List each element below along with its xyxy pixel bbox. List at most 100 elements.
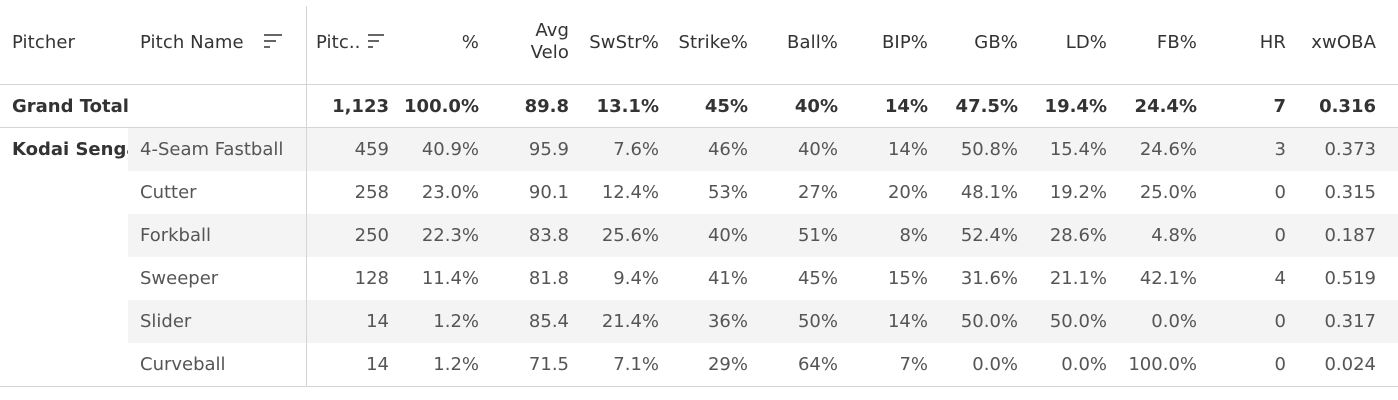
hr-cell: 0 bbox=[1274, 225, 1286, 246]
bip-cell: 7% bbox=[899, 354, 928, 375]
swstr-cell: 7.1% bbox=[613, 354, 659, 375]
pitch-name-cell: 4-Seam Fastball bbox=[140, 139, 284, 160]
ld-cell: 50.0% bbox=[1049, 311, 1107, 332]
header-ld-label: LD% bbox=[1065, 31, 1107, 53]
bip-cell: 14% bbox=[887, 139, 928, 160]
hr-cell: 0 bbox=[1274, 354, 1286, 375]
ld-cell: 28.6% bbox=[1049, 225, 1107, 246]
ball-cell: 40% bbox=[797, 139, 838, 160]
table-header: Pitcher Pitch Name Pitc.. % Avg Velo S bbox=[0, 0, 1398, 85]
grand-total-gb: 47.5% bbox=[955, 95, 1018, 117]
ld-cell: 21.1% bbox=[1049, 268, 1107, 289]
pct-cell: 40.9% bbox=[421, 139, 479, 160]
header-swstr[interactable]: SwStr% bbox=[575, 0, 659, 84]
header-bip-label: BIP% bbox=[881, 31, 928, 53]
header-avg-velo-label: Avg Velo bbox=[530, 20, 569, 63]
header-pitches-label: Pitc.. bbox=[316, 31, 361, 53]
header-hr[interactable]: HR bbox=[1205, 0, 1286, 84]
pct-cell: 22.3% bbox=[421, 225, 479, 246]
header-swstr-label: SwStr% bbox=[589, 31, 659, 53]
header-ld[interactable]: LD% bbox=[1025, 0, 1107, 84]
table-bottom-border bbox=[0, 386, 1398, 387]
xwoba-cell: 0.373 bbox=[1324, 139, 1376, 160]
avg-velo-cell: 85.4 bbox=[528, 311, 569, 332]
header-fb[interactable]: FB% bbox=[1115, 0, 1197, 84]
avg-velo-cell: 83.8 bbox=[528, 225, 569, 246]
header-pct[interactable]: % bbox=[400, 0, 479, 84]
fb-cell: 24.6% bbox=[1139, 139, 1197, 160]
fb-cell: 25.0% bbox=[1139, 182, 1197, 203]
pitcher-name[interactable]: Kodai Senga bbox=[12, 138, 139, 160]
header-ball[interactable]: Ball% bbox=[755, 0, 838, 84]
header-avg-velo[interactable]: Avg Velo bbox=[500, 0, 569, 84]
strike-cell: 53% bbox=[707, 182, 748, 203]
grand-total-row[interactable]: Grand Total 1,123 100.0% 89.8 13.1% 45% … bbox=[0, 85, 1398, 128]
bip-cell: 14% bbox=[887, 311, 928, 332]
ld-cell: 0.0% bbox=[1061, 354, 1107, 375]
avg-velo-cell: 71.5 bbox=[528, 354, 569, 375]
strike-cell: 46% bbox=[707, 139, 748, 160]
xwoba-cell: 0.187 bbox=[1324, 225, 1376, 246]
swstr-cell: 9.4% bbox=[613, 268, 659, 289]
grand-total-xwoba: 0.316 bbox=[1319, 95, 1376, 117]
strike-cell: 40% bbox=[707, 225, 748, 246]
header-gb[interactable]: GB% bbox=[935, 0, 1018, 84]
column-divider bbox=[306, 6, 307, 386]
ball-cell: 51% bbox=[797, 225, 838, 246]
swstr-cell: 25.6% bbox=[601, 225, 659, 246]
grand-total-pct: 100.0% bbox=[404, 95, 479, 117]
grand-total-ball: 40% bbox=[794, 95, 838, 117]
hr-cell: 0 bbox=[1274, 311, 1286, 332]
swstr-cell: 7.6% bbox=[613, 139, 659, 160]
header-strike[interactable]: Strike% bbox=[665, 0, 748, 84]
table-row[interactable]: 4-Seam Fastball 459 40.9% 95.9 7.6% 46% … bbox=[128, 128, 1398, 171]
header-pitcher-label: Pitcher bbox=[12, 31, 75, 53]
pct-cell: 11.4% bbox=[421, 268, 479, 289]
header-pitches[interactable]: Pitc.. bbox=[316, 0, 386, 84]
sort-descending-icon[interactable] bbox=[368, 33, 386, 49]
pct-cell: 1.2% bbox=[433, 354, 479, 375]
pitch-name-cell: Sweeper bbox=[140, 268, 219, 289]
header-hr-label: HR bbox=[1259, 31, 1286, 53]
header-gb-label: GB% bbox=[974, 31, 1018, 53]
xwoba-cell: 0.315 bbox=[1324, 182, 1376, 203]
fb-cell: 42.1% bbox=[1139, 268, 1197, 289]
pct-cell: 1.2% bbox=[433, 311, 479, 332]
sort-descending-icon[interactable] bbox=[263, 33, 282, 49]
grand-total-label: Grand Total bbox=[12, 95, 129, 117]
pitch-name-cell: Curveball bbox=[140, 354, 226, 375]
gb-cell: 48.1% bbox=[960, 182, 1018, 203]
gb-cell: 52.4% bbox=[960, 225, 1018, 246]
ld-cell: 15.4% bbox=[1049, 139, 1107, 160]
header-xwoba-label: xwOBA bbox=[1311, 31, 1376, 53]
gb-cell: 0.0% bbox=[972, 354, 1018, 375]
header-pitcher[interactable]: Pitcher bbox=[12, 0, 75, 84]
avg-velo-cell: 95.9 bbox=[528, 139, 569, 160]
grand-total-ld: 19.4% bbox=[1044, 95, 1107, 117]
header-xwoba[interactable]: xwOBA bbox=[1295, 0, 1376, 84]
strike-cell: 36% bbox=[707, 311, 748, 332]
pitches-cell: 258 bbox=[354, 182, 389, 203]
grand-total-hr: 7 bbox=[1273, 95, 1286, 117]
grand-total-fb: 24.4% bbox=[1134, 95, 1197, 117]
table-row[interactable]: Cutter 258 23.0% 90.1 12.4% 53% 27% 20% … bbox=[128, 171, 1398, 214]
table-row[interactable]: Curveball 14 1.2% 71.5 7.1% 29% 64% 7% 0… bbox=[128, 343, 1398, 386]
grand-total-pitches: 1,123 bbox=[332, 95, 389, 117]
fb-cell: 4.8% bbox=[1151, 225, 1197, 246]
header-pitch-name-label: Pitch Name bbox=[140, 31, 244, 53]
ball-cell: 27% bbox=[797, 182, 838, 203]
table-row[interactable]: Forkball 250 22.3% 83.8 25.6% 40% 51% 8%… bbox=[128, 214, 1398, 257]
avg-velo-cell: 81.8 bbox=[528, 268, 569, 289]
pct-cell: 23.0% bbox=[421, 182, 479, 203]
ball-cell: 50% bbox=[797, 311, 838, 332]
table-row[interactable]: Slider 14 1.2% 85.4 21.4% 36% 50% 14% 50… bbox=[128, 300, 1398, 343]
header-pct-label: % bbox=[461, 31, 479, 53]
table-row[interactable]: Sweeper 128 11.4% 81.8 9.4% 41% 45% 15% … bbox=[128, 257, 1398, 300]
pitches-cell: 128 bbox=[354, 268, 389, 289]
header-bip[interactable]: BIP% bbox=[845, 0, 928, 84]
fb-cell: 0.0% bbox=[1151, 311, 1197, 332]
header-pitch-name[interactable]: Pitch Name bbox=[140, 0, 282, 84]
hr-cell: 0 bbox=[1274, 182, 1286, 203]
hr-cell: 3 bbox=[1274, 139, 1286, 160]
